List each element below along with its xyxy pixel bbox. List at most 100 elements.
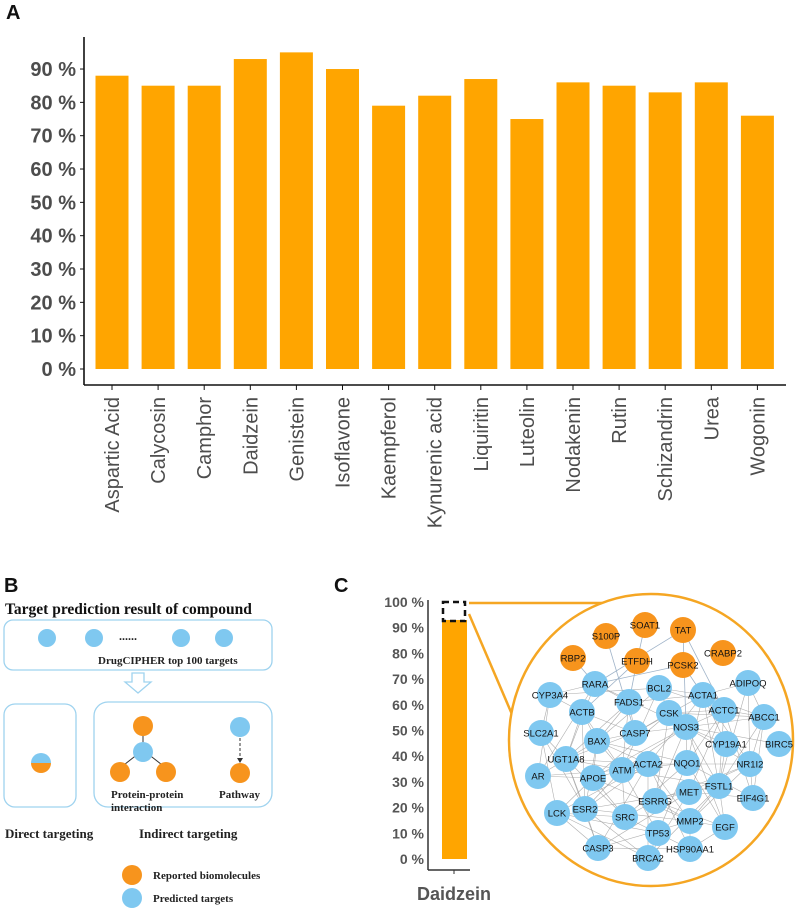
predicted-node: ACTC1 [708,697,740,723]
x-tick-label: Isoflavone [333,397,355,488]
predicted-node: BCL2 [646,675,672,701]
predicted-node: TP53 [645,820,671,846]
node-circle [766,731,792,757]
node-circle [737,751,763,777]
predicted-node [230,717,250,737]
bar [510,119,544,370]
node-circle [593,623,619,649]
node-label: AR [531,772,544,783]
network-edge [584,791,690,810]
daidzein-network-panel: 0 % 10 % 20 % 30 % 40 % 50 % 60 % 70 % 80 % 90 % 1… [384,592,795,904]
bar [141,85,175,369]
y-tick-label: 100 % [384,594,424,610]
target-prediction-diagram: Target prediction result of compound ...… [3,601,273,908]
node-label: RARA [582,680,609,691]
bar [648,92,682,370]
node-label: TP53 [647,829,670,840]
network-edge [682,629,687,728]
y-tick-label: 50 % [30,192,76,214]
network-edge [592,726,687,779]
node-label: ACTA1 [688,691,718,702]
node-label: ESR2 [573,805,598,816]
legend-predicted-label: Predicted targets [153,893,234,905]
predicted-node: ATM [609,757,635,783]
y-tick-label: 30 % [30,259,76,281]
predicted-node: RARA [582,671,609,697]
legend-reported-swatch [122,865,142,885]
node-label: LCK [548,809,567,820]
arrowhead-icon [237,758,243,763]
node-label: NQO1 [674,759,701,770]
x-tick-label: Nodakenin [563,397,585,493]
y-tick-label: 0 % [42,359,77,381]
node-circle [712,814,738,840]
bar [326,69,359,369]
node-circle [580,765,606,791]
y-tick-label: 40 % [392,748,424,764]
y-tick-label: 90 % [30,59,76,81]
node-label: ACTA2 [633,760,663,771]
node-label: BAX [587,737,607,748]
predicted-node: SRC [612,804,638,830]
predicted-node: FADS1 [614,689,644,715]
node-circle [751,704,777,730]
predicted-node: ESRRG [638,788,672,814]
y-tick-label: 50 % [392,723,424,739]
node-circle [616,689,642,715]
network-edge [747,682,751,765]
node-label: MMP2 [676,817,703,828]
x-tick-label: Urea [701,396,723,440]
bar [740,115,774,369]
y-tick-label: 20 % [392,800,424,816]
node-label: ACTB [569,708,594,719]
reported-node: SOAT1 [630,612,660,638]
node-circle [673,714,699,740]
predicted-node: HSP90AA1 [666,836,714,862]
node-label: EGF [715,823,735,834]
network-edge [556,812,649,859]
node-label: ESRRG [638,797,672,808]
node-circle [635,751,661,777]
x-tick-label: Liquiritin [471,397,493,471]
x-tick-label: Calycosin [148,397,170,484]
reported-node: PCSK2 [667,652,699,678]
node-label: BCL2 [647,684,671,695]
node-label: RBP2 [561,654,586,665]
network-edge [581,711,586,810]
network-edge [537,769,623,777]
y-tick-label: 90 % [392,620,424,636]
top-box-label: DrugCIPHER top 100 targets [98,655,238,667]
bar [95,75,129,370]
predicted-node: AR [525,763,551,789]
predicted-node: APOE [580,765,606,791]
node-circle [670,652,696,678]
bar [279,52,313,370]
reported-node [133,716,153,736]
node-label: CYP3A4 [532,691,568,702]
direct-targeting-box [3,703,77,808]
node-label: PCSK2 [667,661,698,672]
node-label: NOS3 [673,723,699,734]
direct-target-half-circle-icon [31,753,51,773]
target-network: S100P SOAT1 TAT RBP2 ETFDH PCSK2 CRABP2 RARA BCL… [507,592,795,888]
node-circle [711,697,737,723]
node-circle [572,796,598,822]
x-tick-label: Aspartic Acid [102,397,124,513]
x-tick-label: Wogonin [747,397,769,476]
predicted-node: EIF4G1 [737,785,769,811]
node-label: ABCC1 [748,713,780,724]
predicted-node [133,742,153,762]
node-label: ACTC1 [708,706,739,717]
node-circle [585,835,611,861]
indirect-targeting-label: Indirect targeting [139,826,238,841]
node-label: APOE [580,774,606,785]
node-circle [569,699,595,725]
y-tick-label: 10 % [392,825,424,841]
predicted-node: SLC2A1 [523,720,559,746]
predicted-node: CYP3A4 [532,682,568,708]
bar [233,59,267,369]
predicted-node: ADIPOQ [730,670,766,696]
node-label: BRCA2 [632,854,664,865]
y-tick-label: 30 % [392,774,424,790]
node-circle [528,720,554,746]
